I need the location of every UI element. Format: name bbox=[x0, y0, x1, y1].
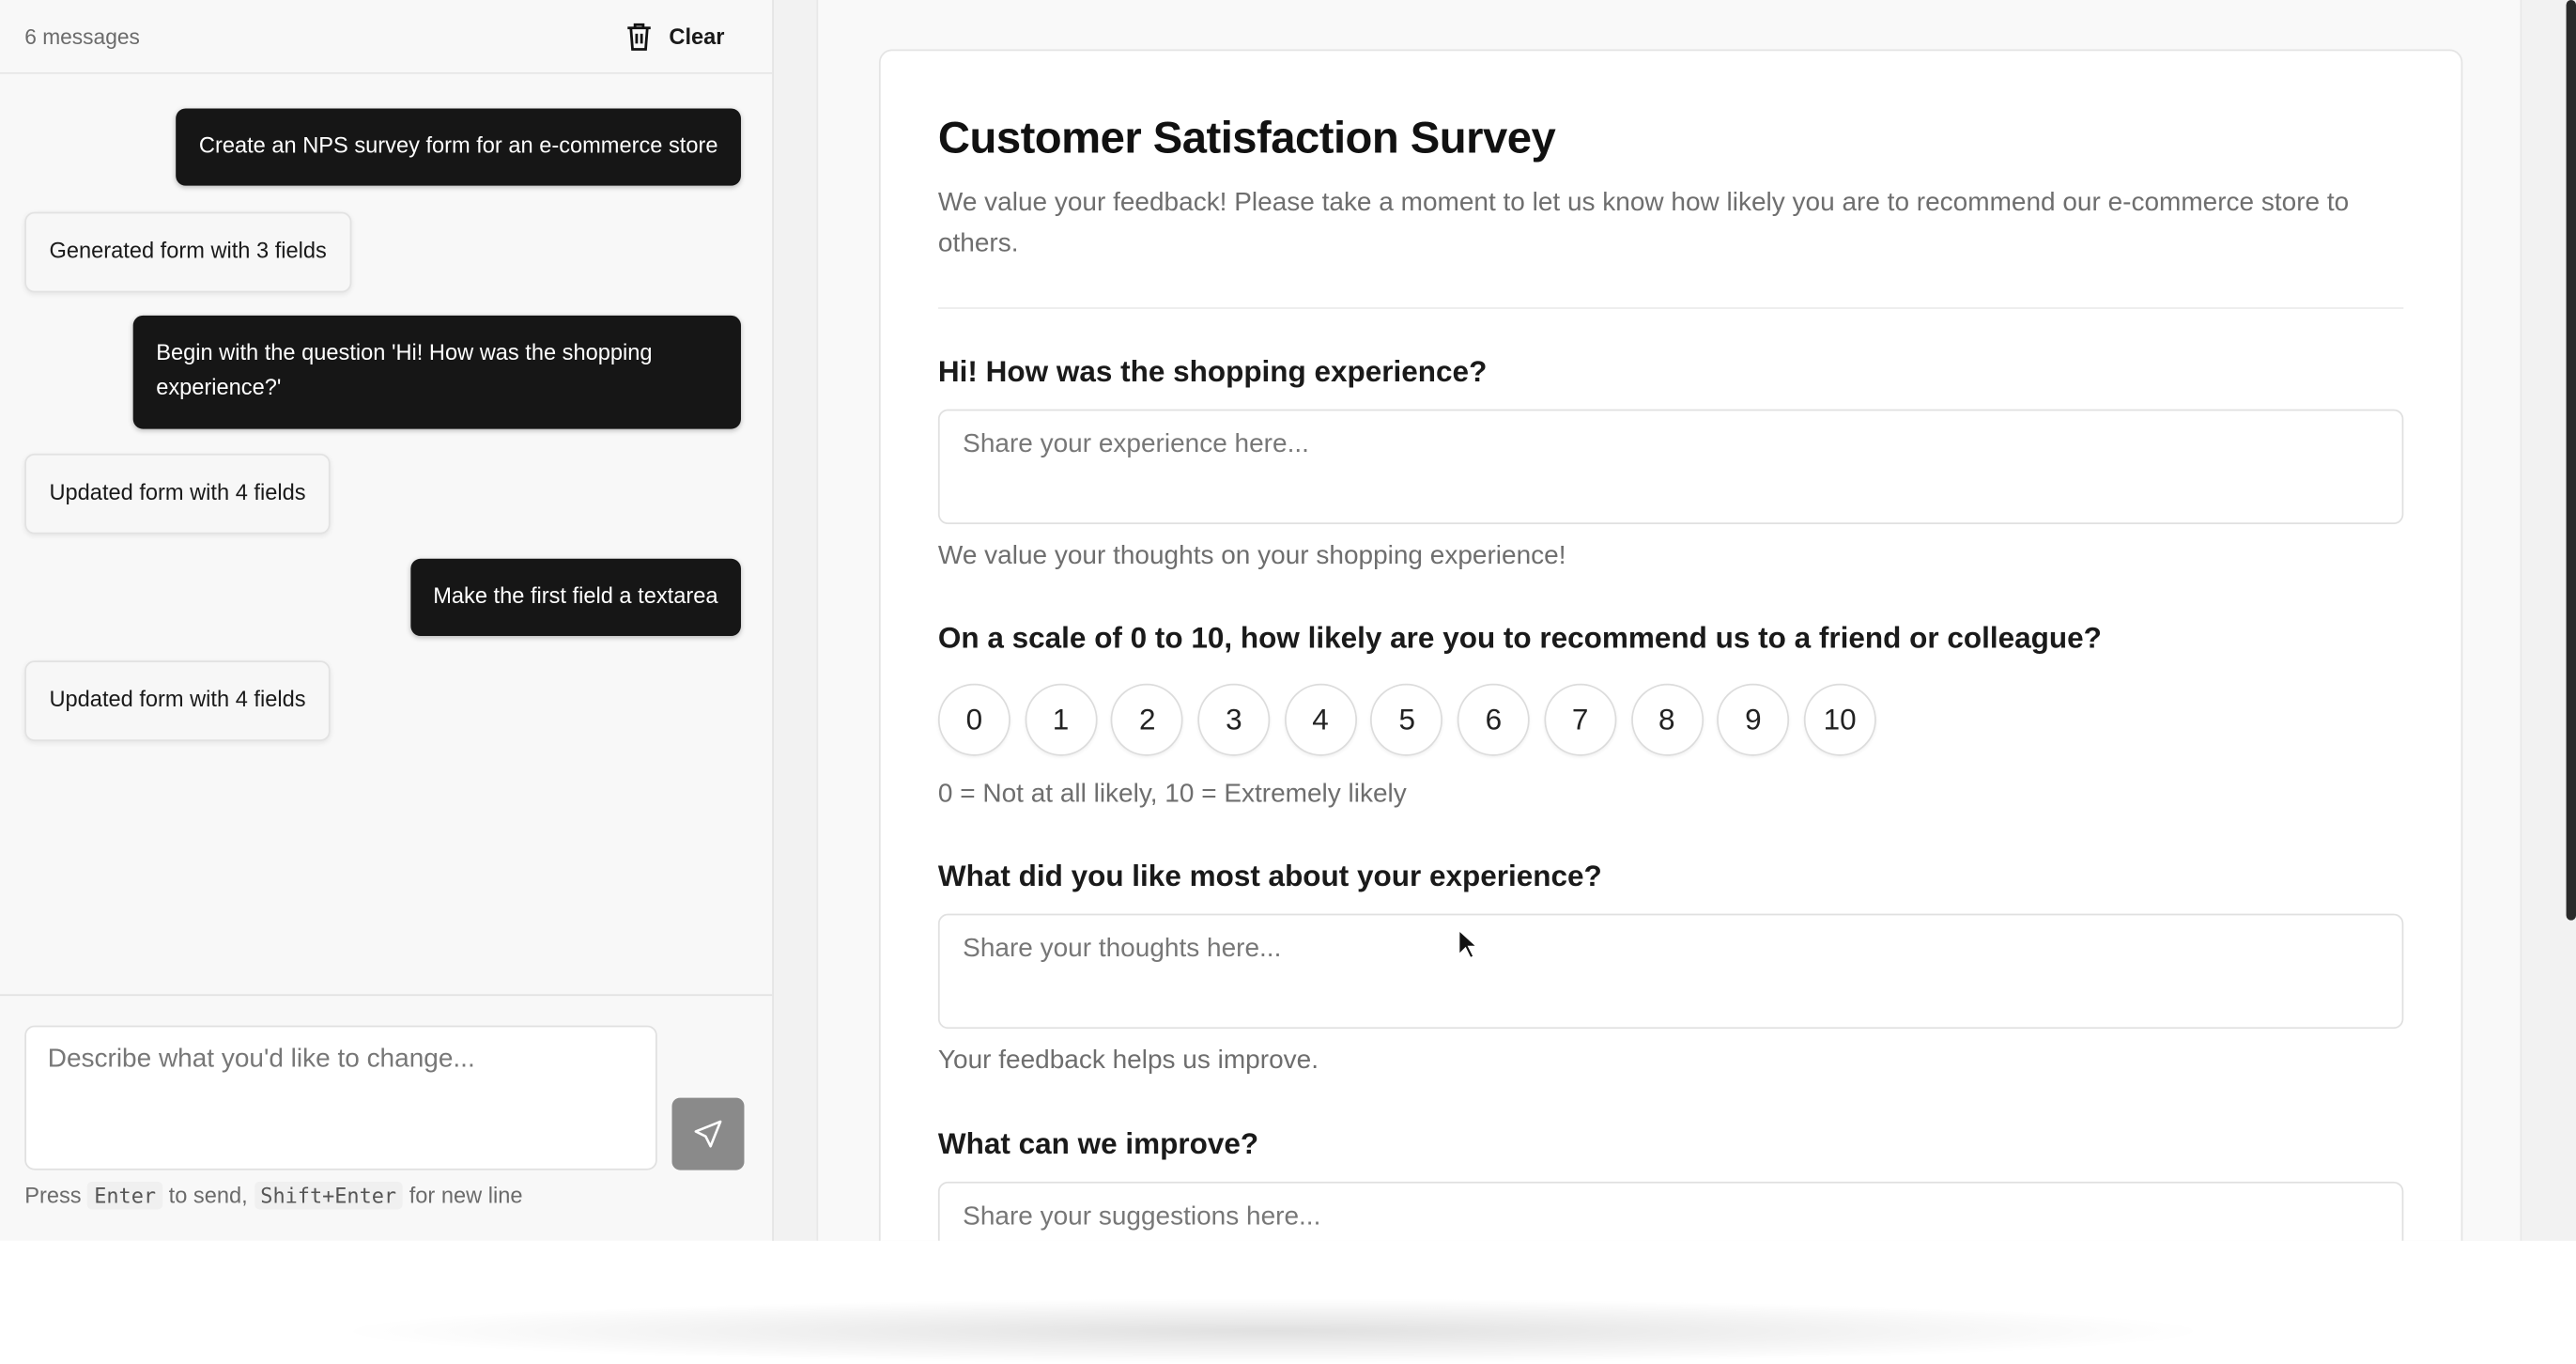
field-label: What can we improve? bbox=[937, 1127, 1259, 1161]
nps-option[interactable]: 4 bbox=[1284, 683, 1357, 756]
assistant-message: Generated form with 3 fields bbox=[24, 211, 352, 293]
nps-option[interactable]: 7 bbox=[1544, 683, 1617, 756]
field-help: Your feedback helps us improve. bbox=[937, 1046, 1319, 1076]
preview-panel: Customer Satisfaction Survey We value yo… bbox=[816, 0, 2522, 1241]
experience-textarea[interactable]: Share your experience here... bbox=[937, 409, 2404, 525]
field-label: Hi! How was the shopping experience? bbox=[937, 354, 1488, 388]
user-message: Make the first field a textarea bbox=[409, 558, 741, 637]
clear-label: Clear bbox=[669, 23, 725, 49]
nps-option[interactable]: 1 bbox=[1025, 683, 1098, 756]
nps-option[interactable]: 10 bbox=[1803, 683, 1876, 756]
user-message: Create an NPS survey form for an e-comme… bbox=[176, 108, 741, 186]
field-help: 0 = Not at all likely, 10 = Extremely li… bbox=[937, 780, 1407, 809]
hint-key-shift-enter: Shift+Enter bbox=[254, 1181, 404, 1210]
scrollbar[interactable] bbox=[2566, 0, 2576, 921]
improve-textarea[interactable]: Share your suggestions here... bbox=[937, 1181, 2404, 1241]
message-count: 6 messages bbox=[24, 23, 140, 49]
preview-area: Customer Satisfaction Survey We value yo… bbox=[773, 0, 2576, 1241]
nps-scale: 0 1 2 3 4 5 6 7 8 9 10 bbox=[937, 683, 1876, 756]
field-label: On a scale of 0 to 10, how likely are yo… bbox=[937, 621, 2102, 655]
field-help: We value your thoughts on your shopping … bbox=[937, 542, 1566, 571]
hint-text: for new line bbox=[409, 1183, 523, 1208]
form-title: Customer Satisfaction Survey bbox=[937, 113, 1556, 163]
message-input[interactable]: Describe what you'd like to change... bbox=[24, 1025, 657, 1170]
hint-text: Press bbox=[24, 1183, 82, 1208]
keyboard-hint: Press Enter to send, Shift+Enter for new… bbox=[24, 1181, 523, 1210]
nps-option[interactable]: 3 bbox=[1197, 683, 1271, 756]
clear-button[interactable]: Clear bbox=[626, 22, 725, 51]
nps-option[interactable]: 9 bbox=[1717, 683, 1790, 756]
send-button[interactable] bbox=[671, 1097, 745, 1170]
assistant-message: Updated form with 4 fields bbox=[24, 660, 331, 741]
assistant-message: Updated form with 4 fields bbox=[24, 453, 331, 535]
trash-icon bbox=[627, 23, 652, 51]
chat-header: 6 messages Clear bbox=[0, 0, 773, 74]
nps-option[interactable]: 0 bbox=[937, 683, 1010, 756]
send-icon bbox=[694, 1120, 722, 1148]
nps-option[interactable]: 5 bbox=[1370, 683, 1443, 756]
composer: Describe what you'd like to change... Pr… bbox=[0, 994, 773, 1240]
mouse-cursor-icon bbox=[1458, 928, 1477, 960]
user-message: Begin with the question 'Hi! How was the… bbox=[132, 315, 741, 429]
chat-panel: 6 messages Clear Create an NPS survey fo… bbox=[0, 0, 774, 1241]
nps-option[interactable]: 6 bbox=[1457, 683, 1530, 756]
divider bbox=[937, 307, 2404, 309]
form-description: We value your feedback! Please take a mo… bbox=[937, 189, 2350, 258]
nps-option[interactable]: 8 bbox=[1630, 683, 1704, 756]
hint-text: to send, bbox=[168, 1183, 248, 1208]
hint-key-enter: Enter bbox=[87, 1181, 163, 1210]
form-card: Customer Satisfaction Survey We value yo… bbox=[878, 49, 2463, 1241]
field-label: What did you like most about your experi… bbox=[937, 859, 1602, 892]
nps-option[interactable]: 2 bbox=[1111, 683, 1184, 756]
liked-textarea[interactable]: Share your thoughts here... bbox=[937, 913, 2404, 1030]
message-list: Create an NPS survey form for an e-comme… bbox=[0, 74, 772, 995]
shadow bbox=[328, 1298, 2218, 1364]
